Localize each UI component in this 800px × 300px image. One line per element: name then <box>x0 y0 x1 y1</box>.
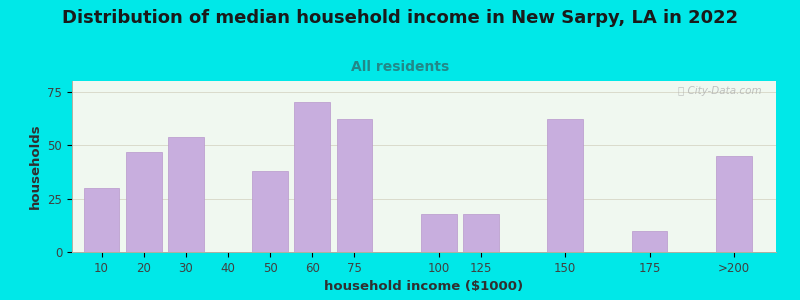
Bar <box>421 214 457 252</box>
Bar <box>168 136 204 252</box>
Bar <box>294 102 330 252</box>
Bar <box>252 171 288 252</box>
Bar <box>337 119 372 252</box>
Bar <box>126 152 162 252</box>
Bar <box>83 188 119 252</box>
Bar <box>547 119 583 252</box>
Bar <box>716 156 752 252</box>
Text: Distribution of median household income in New Sarpy, LA in 2022: Distribution of median household income … <box>62 9 738 27</box>
X-axis label: household income ($1000): household income ($1000) <box>325 280 523 293</box>
Text: Ⓢ City-Data.com: Ⓢ City-Data.com <box>678 86 762 96</box>
Text: All residents: All residents <box>351 60 449 74</box>
Bar <box>632 231 667 252</box>
Y-axis label: households: households <box>29 124 42 209</box>
Bar <box>463 214 499 252</box>
